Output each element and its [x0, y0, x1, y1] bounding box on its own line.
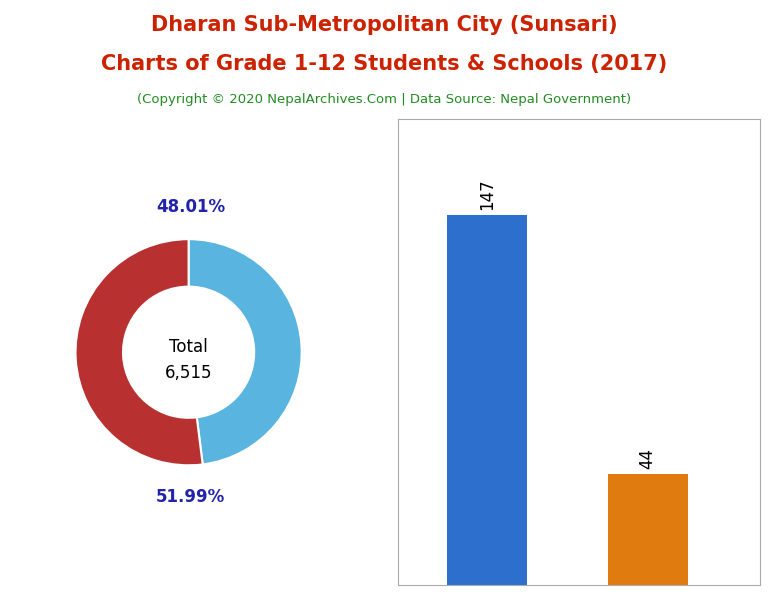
Text: 44: 44	[639, 448, 657, 469]
Text: (Copyright © 2020 NepalArchives.Com | Data Source: Nepal Government): (Copyright © 2020 NepalArchives.Com | Da…	[137, 93, 631, 106]
Text: Total: Total	[169, 337, 208, 356]
Bar	[607, 474, 688, 585]
Text: Charts of Grade 1-12 Students & Schools (2017): Charts of Grade 1-12 Students & Schools …	[101, 54, 667, 74]
Bar	[447, 215, 527, 585]
Text: 48.01%: 48.01%	[157, 198, 226, 217]
Text: 6,515: 6,515	[165, 364, 213, 381]
Wedge shape	[189, 239, 302, 464]
Wedge shape	[75, 239, 203, 465]
Text: 51.99%: 51.99%	[156, 488, 226, 506]
Text: Dharan Sub-Metropolitan City (Sunsari): Dharan Sub-Metropolitan City (Sunsari)	[151, 15, 617, 35]
Text: 147: 147	[478, 179, 496, 210]
